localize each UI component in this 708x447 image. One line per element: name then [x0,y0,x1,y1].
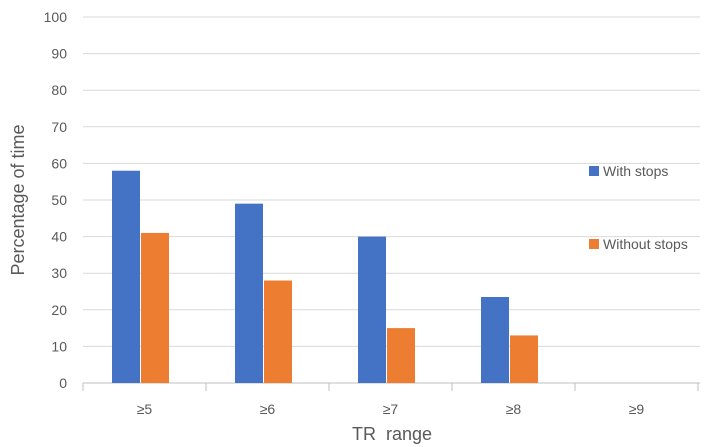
bar-without-stops [387,328,415,383]
x-tick-label: ≥9 [629,401,645,417]
y-tick-label: 30 [51,265,67,281]
bar-with-stops [112,170,140,383]
x-category-dividers [82,383,699,391]
bar-with-stops [481,296,509,383]
bar-without-stops [510,335,538,383]
y-tick-label: 20 [51,302,67,318]
x-tick-label: ≥5 [137,401,153,417]
x-tick-label: ≥8 [506,401,522,417]
y-tick-label: 0 [59,375,67,391]
y-tick-label: 80 [51,82,67,98]
x-tick-label: ≥6 [260,401,276,417]
gridlines [83,16,700,347]
legend: With stops Without stops [589,163,688,252]
y-axis-ticks: 0 10 20 30 40 50 60 70 80 90 100 [44,9,68,391]
bar-with-stops [235,203,263,383]
legend-swatch [589,239,599,249]
bar-without-stops [264,280,292,383]
x-axis-title: TR range [352,424,432,444]
y-tick-label: 10 [51,338,67,354]
legend-label: Without stops [603,236,688,252]
y-tick-label: 50 [51,192,67,208]
y-axis-title: Percentage of time [8,124,28,275]
bars [112,170,538,383]
x-tick-label: ≥7 [383,401,399,417]
y-tick-label: 90 [51,46,67,62]
legend-label: With stops [603,163,668,179]
y-tick-label: 70 [51,119,67,135]
y-tick-label: 40 [51,229,67,245]
y-tick-label: 100 [44,9,68,25]
bar-with-stops [358,236,386,383]
x-axis-ticks: ≥5 ≥6 ≥7 ≥8 ≥9 [137,401,645,417]
legend-swatch [589,166,599,176]
y-tick-label: 60 [51,155,67,171]
bar-without-stops [141,232,169,383]
